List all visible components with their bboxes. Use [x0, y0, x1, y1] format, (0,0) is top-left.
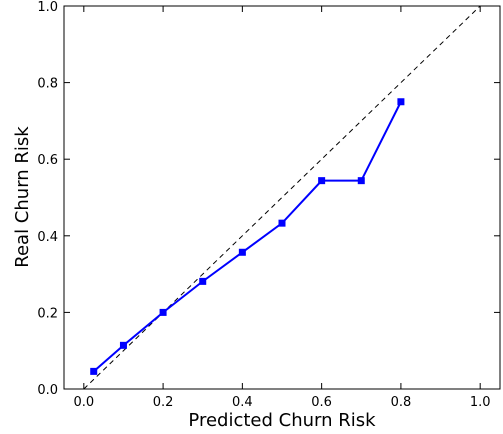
y-axis-label: Real Churn Risk [12, 126, 33, 268]
reference-line-group [83, 5, 481, 390]
data-point [278, 219, 286, 227]
x-tick-label: 1.0 [470, 395, 491, 410]
data-point [238, 248, 246, 256]
x-tick-label: 0.8 [391, 395, 412, 410]
x-tick-label: 0.2 [153, 395, 174, 410]
y-tick-label: 0.2 [37, 306, 58, 321]
plot-area [63, 5, 501, 390]
x-tick-label: 0.4 [232, 395, 253, 410]
x-tick-label: 0.6 [311, 395, 332, 410]
y-tick-label: 0.4 [37, 230, 58, 245]
y-tick-label: 1.0 [37, 0, 58, 15]
reference-diagonal-line [83, 5, 481, 390]
data-point [397, 98, 405, 106]
y-tick-label: 0.8 [37, 77, 58, 92]
data-point [119, 341, 127, 349]
data-point [90, 367, 98, 375]
series-group [90, 98, 405, 375]
data-point [159, 308, 167, 316]
x-tick-label: 0.0 [73, 395, 94, 410]
data-point [199, 277, 207, 285]
y-tick-label: 0.6 [37, 153, 58, 168]
data-point [318, 177, 326, 185]
y-tick-label: 0.0 [37, 383, 58, 398]
x-axis-label: Predicted Churn Risk [188, 410, 376, 431]
data-point [357, 177, 365, 185]
ticks-group: 0.0 0.2 0.4 0.6 0.8 1.0 0.0 0.2 0.4 0.6 0.8 1.0 [37, 0, 500, 410]
